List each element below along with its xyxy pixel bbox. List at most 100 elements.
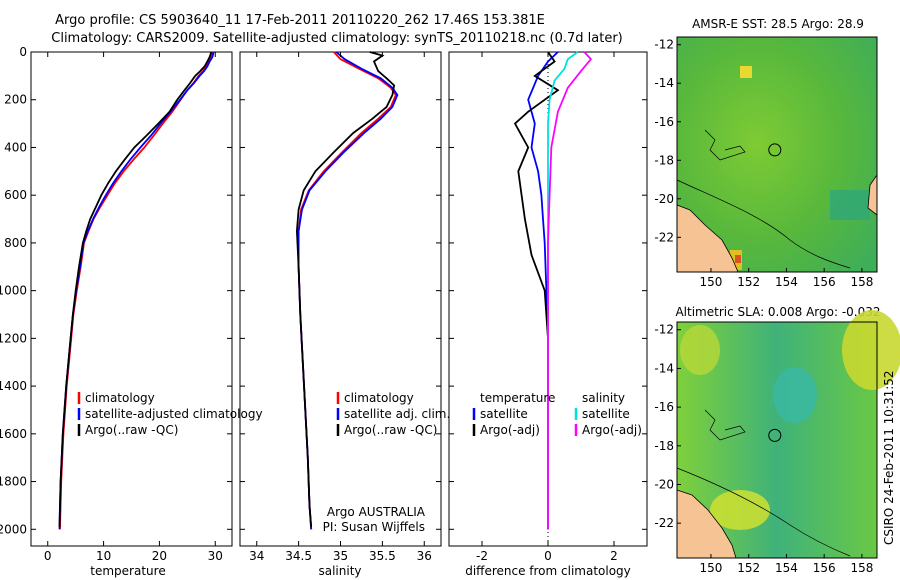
map-x-tick-label: 154	[775, 275, 798, 289]
map-y-tick-label: -16	[654, 400, 674, 414]
sla-map-frame	[676, 321, 878, 559]
series-line-temperature-satellite	[527, 51, 559, 530]
sst-warm-patch	[735, 255, 741, 263]
sst-map-frame	[676, 36, 878, 273]
figure-title-line1: Argo profile: CS 5903640_11 17-Feb-2011 …	[55, 13, 545, 28]
y-tick-label: 1600	[0, 427, 27, 441]
map-x-tick-label: 150	[700, 275, 723, 289]
series-line-salinity-satellite	[547, 51, 579, 530]
sst-reef-outline	[704, 129, 746, 161]
map-y-tick-label: -18	[654, 439, 674, 453]
x-tick-label: 36	[417, 549, 432, 563]
y-tick-label: 1000	[0, 284, 27, 298]
y-tick-label: 1400	[0, 379, 27, 393]
map-y-tick-label: -12	[654, 323, 674, 337]
salinity-legend: climatology satellite adj. clim. Argo(..…	[336, 391, 450, 437]
y-tick-label: 0	[19, 45, 27, 59]
series-line-climatology	[297, 51, 397, 530]
temperature-xlabel: temperature	[90, 564, 165, 578]
annotation-argo-australia: Argo AUSTRALIA	[327, 505, 426, 519]
sla-map-title: Altimetric SLA: 0.008 Argo: -0.032	[675, 305, 880, 319]
sla-high-region	[680, 325, 720, 375]
map-x-tick-label: 154	[775, 561, 798, 575]
series-line-satellite-adjusted-climatology	[58, 51, 215, 530]
legend-climatology: climatology	[344, 391, 414, 405]
map-x-tick-label: 158	[850, 275, 873, 289]
series-line-argo-raw-qc-	[295, 51, 396, 527]
map-x-tick-label: 156	[813, 561, 836, 575]
x-tick-label: -2	[476, 549, 488, 563]
legend-salinity-heading: salinity	[582, 391, 625, 405]
difference-profile-panel: -2 0 2 difference from climatology tempera…	[448, 51, 648, 578]
temperature-profile-panel: 0 10 20 30 0 200 400 600 800 1000 1200 1400 1600 1800…	[0, 45, 263, 578]
legend-temp-argo: Argo(-adj)	[480, 423, 540, 437]
y-tick-label: 200	[4, 93, 27, 107]
map-x-tick-label: 150	[700, 561, 723, 575]
map-y-tick-label: -20	[654, 477, 674, 491]
legend-temp-satellite: satellite	[480, 407, 528, 421]
sla-high-region	[710, 490, 770, 530]
difference-xlabel: difference from climatology	[465, 564, 631, 578]
sla-map-panel: Altimetric SLA: 0.008 Argo: -0.032 150 15…	[654, 305, 900, 575]
sst-reef-outline	[676, 179, 851, 269]
sla-low-region	[773, 367, 817, 423]
map-x-tick-label: 152	[737, 275, 760, 289]
map-y-tick-label: -18	[654, 153, 674, 167]
sla-reef-outline	[704, 409, 746, 441]
salinity-profile-panel: 34 34.5 35 35.5 36 salinity climatology sate…	[239, 51, 450, 578]
series-line-salinity-argo-adj-	[547, 51, 593, 530]
y-tick-label: 600	[4, 188, 27, 202]
csiro-timestamp: CSIRO 24-Feb-2011 10:31:52	[882, 370, 896, 545]
salinity-xlabel: salinity	[318, 564, 361, 578]
x-tick-label: 0	[44, 549, 52, 563]
salinity-plot-frame	[239, 51, 442, 547]
x-tick-label: 30	[208, 549, 223, 563]
map-y-tick-label: -14	[654, 76, 674, 90]
sst-map-title: AMSR-E SST: 28.5 Argo: 28.9	[692, 17, 864, 31]
argo-float-marker	[768, 428, 782, 442]
y-tick-label: 800	[4, 236, 27, 250]
legend-climatology: climatology	[85, 391, 155, 405]
sla-reef-outline	[676, 467, 851, 557]
series-line-temperature-argo-adj-	[513, 51, 560, 530]
y-tick-label: 1800	[0, 475, 27, 489]
legend-argo-raw: Argo(..raw -QC)	[85, 423, 178, 437]
legend-argo-raw: Argo(..raw -QC)	[344, 423, 437, 437]
temperature-plot-frame	[30, 51, 233, 547]
map-y-tick-label: -16	[654, 115, 674, 129]
series-line-climatology	[59, 51, 213, 530]
x-tick-label: 2	[610, 549, 618, 563]
map-y-tick-label: -22	[654, 516, 674, 530]
map-x-tick-label: 158	[850, 561, 873, 575]
x-tick-label: 10	[96, 549, 111, 563]
x-tick-label: 20	[152, 549, 167, 563]
sst-map-panel: AMSR-E SST: 28.5 Argo: 28.9 150 152 154 156…	[654, 17, 878, 289]
map-y-tick-label: -14	[654, 361, 674, 375]
sla-high-region	[842, 310, 900, 390]
figure-title-line2: Climatology: CARS2009. Satellite-adjuste…	[51, 31, 623, 46]
map-y-tick-label: -22	[654, 230, 674, 244]
legend-sal-satellite: satellite	[582, 407, 630, 421]
legend-temperature-heading: temperature	[480, 391, 555, 405]
sst-cool-patch	[830, 190, 870, 220]
temperature-legend: climatology satellite-adjusted climatolo…	[77, 391, 263, 437]
map-y-tick-label: -12	[654, 38, 674, 52]
difference-legend: temperature satellite Argo(-adj) salinit…	[472, 391, 642, 437]
y-tick-label: 400	[4, 140, 27, 154]
series-line-argo-raw-qc-	[58, 51, 213, 527]
x-tick-label: 34	[249, 549, 264, 563]
sst-warm-patch	[740, 66, 752, 78]
legend-sal-argo: Argo(-adj)	[582, 423, 642, 437]
y-tick-label: 1200	[0, 331, 27, 345]
legend-satellite-adjusted-climatology: satellite-adjusted climatology	[85, 407, 263, 421]
x-tick-label: 35	[333, 549, 348, 563]
map-x-tick-label: 152	[737, 561, 760, 575]
map-y-tick-label: -20	[654, 192, 674, 206]
x-tick-label: 34.5	[285, 549, 312, 563]
map-x-tick-label: 156	[813, 275, 836, 289]
annotation-pi: PI: Susan Wijffels	[323, 520, 425, 534]
series-line-satellite-adj-clim-	[297, 51, 399, 530]
x-tick-label: 35.5	[369, 549, 396, 563]
legend-satellite-adj-clim: satellite adj. clim.	[344, 407, 450, 421]
argo-float-marker	[768, 143, 782, 157]
